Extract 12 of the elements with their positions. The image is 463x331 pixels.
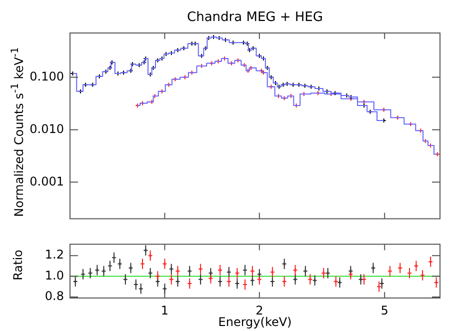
y-tick-label: 0.100 — [30, 69, 64, 84]
y-tick-label: 1.0 — [44, 268, 64, 282]
y-tick-label: 1.2 — [44, 248, 64, 262]
y-tick-label: 0.8 — [44, 289, 64, 304]
x-tick-label: 1 — [160, 303, 169, 318]
x-tick-label: 2 — [256, 303, 264, 318]
chart-title: Chandra MEG + HEG — [187, 10, 323, 25]
y-axis-title: Ratio — [11, 250, 25, 280]
x-axis-title: Energy(keV) — [218, 315, 292, 329]
x-tick-label: 5 — [380, 303, 388, 318]
y-tick-label: 0.001 — [30, 174, 64, 188]
y-tick-label: 0.010 — [30, 122, 64, 136]
